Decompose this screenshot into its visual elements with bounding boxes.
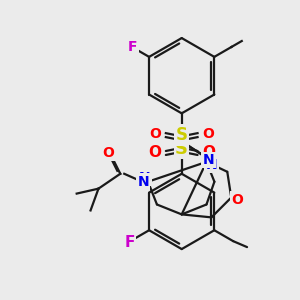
Text: S: S [176, 126, 188, 144]
Text: O: O [231, 193, 243, 206]
Text: O: O [202, 146, 215, 160]
Text: S: S [175, 140, 188, 158]
Text: F: F [128, 40, 137, 54]
Text: O: O [149, 127, 161, 141]
Text: N: N [206, 158, 217, 172]
Text: O: O [148, 146, 161, 160]
Text: O: O [103, 146, 114, 160]
Text: O: O [202, 127, 214, 141]
Text: F: F [125, 235, 135, 250]
Text: N: N [137, 175, 149, 189]
Text: N: N [139, 171, 151, 185]
Text: N: N [202, 153, 214, 167]
